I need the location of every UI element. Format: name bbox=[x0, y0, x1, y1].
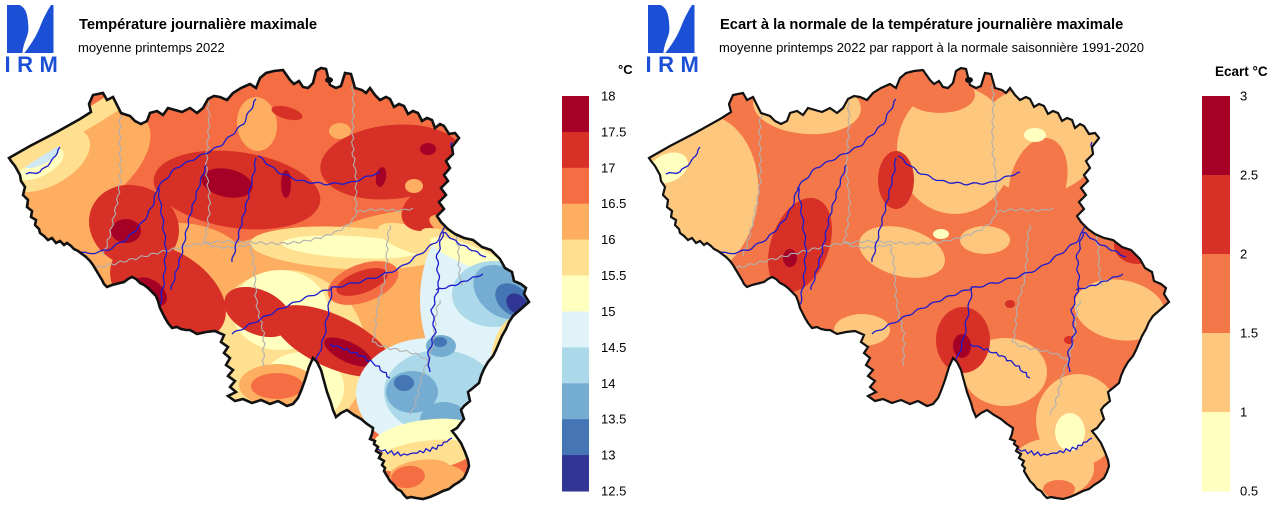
svg-text:Ecart °C: Ecart °C bbox=[1215, 64, 1268, 79]
svg-text:1: 1 bbox=[1240, 405, 1247, 420]
svg-text:1.5: 1.5 bbox=[1240, 326, 1258, 341]
svg-text:15: 15 bbox=[601, 304, 615, 319]
svg-text:Température journalière maxima: Température journalière maximale bbox=[79, 17, 317, 33]
svg-text:IRM: IRM bbox=[646, 52, 706, 77]
svg-text:17: 17 bbox=[601, 160, 615, 175]
svg-text:moyenne printemps 2022 par rap: moyenne printemps 2022 par rapport à la … bbox=[719, 40, 1144, 55]
svg-text:IRM: IRM bbox=[5, 52, 65, 77]
svg-text:13.5: 13.5 bbox=[601, 412, 626, 427]
svg-text:15.5: 15.5 bbox=[601, 268, 626, 283]
svg-text:Ecart à la normale de la tempé: Ecart à la normale de la température jou… bbox=[720, 17, 1123, 33]
svg-text:16: 16 bbox=[601, 232, 615, 247]
svg-text:17.5: 17.5 bbox=[601, 124, 626, 139]
svg-text:2: 2 bbox=[1240, 247, 1247, 262]
svg-text:18: 18 bbox=[601, 89, 615, 104]
svg-text:moyenne printemps 2022: moyenne printemps 2022 bbox=[78, 40, 225, 55]
svg-text:12.5: 12.5 bbox=[601, 484, 626, 499]
svg-text:2.5: 2.5 bbox=[1240, 168, 1258, 183]
svg-text:0.5: 0.5 bbox=[1240, 484, 1258, 499]
svg-text:16.5: 16.5 bbox=[601, 196, 626, 211]
svg-text:13: 13 bbox=[601, 448, 615, 463]
svg-text:°C: °C bbox=[618, 62, 633, 77]
svg-text:14.5: 14.5 bbox=[601, 340, 626, 355]
svg-text:14: 14 bbox=[601, 376, 615, 391]
svg-text:3: 3 bbox=[1240, 89, 1247, 104]
